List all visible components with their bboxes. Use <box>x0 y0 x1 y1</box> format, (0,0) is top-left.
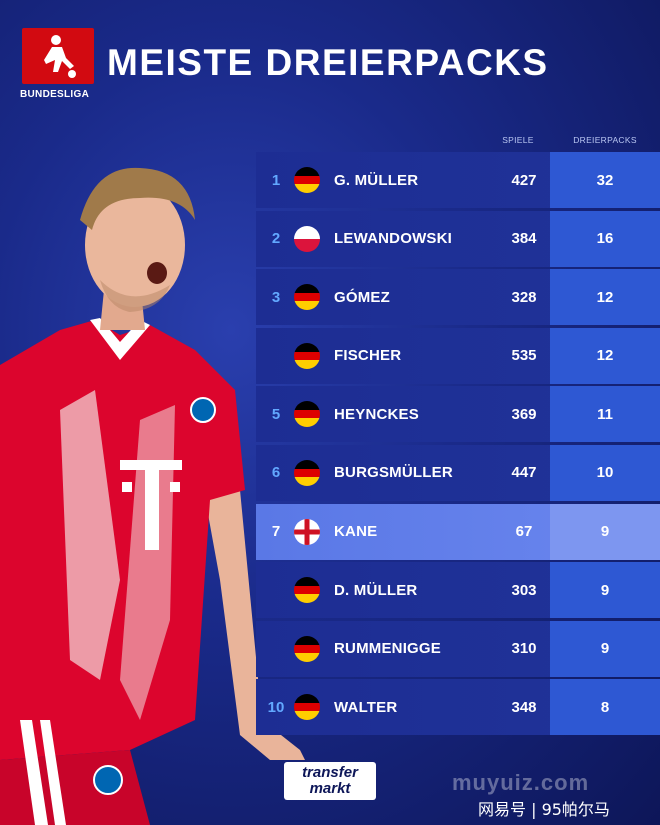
germany-flag-icon <box>294 167 320 193</box>
player-name: WALTER <box>334 698 398 716</box>
table-row: 10 WALTER 348 8 <box>256 679 660 736</box>
player-name: D. MÜLLER <box>334 581 418 599</box>
rank: 7 <box>271 523 281 541</box>
germany-flag-icon <box>294 694 320 721</box>
games-value: 328 <box>511 288 537 306</box>
tm-line1: transfer <box>302 764 358 781</box>
rank: 5 <box>271 405 281 423</box>
games-value: 310 <box>511 640 537 658</box>
watermark-site: muyuiz.com <box>452 770 590 795</box>
rank: 3 <box>271 288 281 306</box>
bundesliga-logo <box>22 28 94 84</box>
player-illustration <box>0 167 305 825</box>
hattricks-value: 9 <box>550 562 660 619</box>
table-row: FISCHER 535 12 <box>256 327 660 384</box>
games-value: 384 <box>511 230 537 248</box>
rank: 2 <box>271 230 281 248</box>
table-row: RUMMENIGGE 310 9 <box>256 620 660 677</box>
player-name: G. MÜLLER <box>334 171 419 189</box>
germany-flag-icon <box>294 577 320 604</box>
hattricks-value: 8 <box>550 679 660 736</box>
watermark-credit: 网易号 | 95帕尔马 <box>478 800 610 819</box>
hattricks-value: 12 <box>550 327 660 384</box>
games-value: 67 <box>515 523 533 541</box>
player-name: FISCHER <box>334 347 402 365</box>
hattricks-value: 9 <box>550 503 660 560</box>
table-row: 6 BURGSMÜLLER 447 10 <box>256 444 660 501</box>
table-row: 5 HEYNCKES 369 11 <box>256 386 660 443</box>
germany-flag-icon <box>294 635 320 662</box>
player-name: LEWANDOWSKI <box>334 230 453 248</box>
games-value: 427 <box>511 171 537 189</box>
hattricks-value: 10 <box>550 444 660 501</box>
hattricks-value: 11 <box>550 386 660 443</box>
germany-flag-icon <box>294 342 320 369</box>
hattricks-value: 9 <box>550 620 660 677</box>
hattrick-table: 1 G. MÜLLER 427 32 2 LEWANDOWSKI 384 16 3 GÓMEZ 32… <box>256 152 660 738</box>
germany-flag-icon <box>294 459 320 486</box>
page-title: MEISTE DREIERPACKS <box>107 42 549 83</box>
transfermarkt-logo: transfer markt <box>284 762 376 800</box>
player-name: HEYNCKES <box>334 405 419 423</box>
logo-text: BUNDESLIGA <box>20 89 90 100</box>
player-name: RUMMENIGGE <box>334 640 441 658</box>
player-name: BURGSMÜLLER <box>334 464 453 482</box>
games-value: 303 <box>511 581 537 599</box>
column-header-games: SPIELE <box>502 135 534 145</box>
tm-line2: markt <box>309 780 351 797</box>
germany-flag-icon <box>294 401 320 428</box>
table-row: 7 KANE 67 9 <box>256 503 660 560</box>
rank: 10 <box>267 698 285 716</box>
games-value: 348 <box>511 698 537 716</box>
hattricks-value: 16 <box>550 210 660 267</box>
poland-flag-icon <box>294 225 320 252</box>
column-header-hattricks: DREIERPACKS <box>573 135 637 145</box>
table-row: D. MÜLLER 303 9 <box>256 562 660 619</box>
hattricks-value: 32 <box>550 152 660 208</box>
table-row: 2 LEWANDOWSKI 384 16 <box>256 210 660 267</box>
table-row: 1 G. MÜLLER 427 32 <box>256 152 660 208</box>
england-flag-icon <box>294 518 320 545</box>
player-name: GÓMEZ <box>334 288 390 306</box>
germany-flag-icon <box>294 284 320 311</box>
games-value: 369 <box>511 405 537 423</box>
bundesliga-player-icon <box>44 35 76 78</box>
rank: 1 <box>271 171 281 189</box>
hattricks-value: 12 <box>550 269 660 326</box>
games-value: 535 <box>511 347 537 365</box>
rank: 6 <box>271 464 281 482</box>
table-row: 3 GÓMEZ 328 12 <box>256 269 660 326</box>
games-value: 447 <box>511 464 537 482</box>
player-name: KANE <box>334 523 378 541</box>
